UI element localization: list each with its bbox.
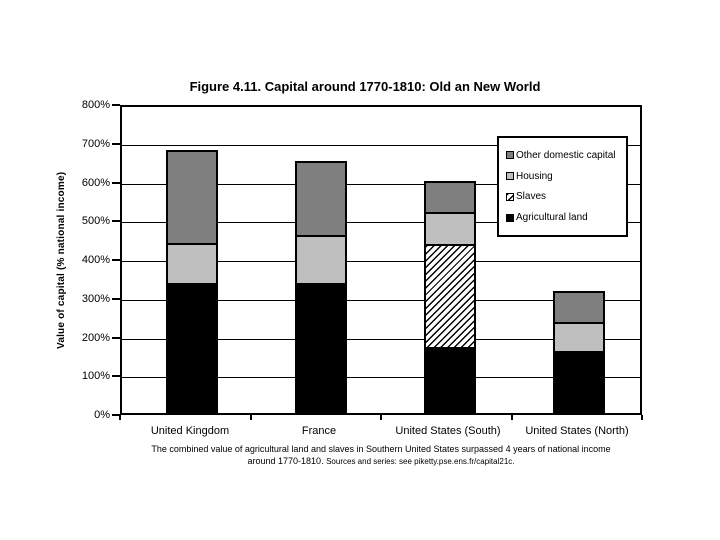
x-tick-mark xyxy=(380,415,382,420)
bar-segment xyxy=(424,347,476,413)
legend-marker xyxy=(506,213,514,222)
y-tick-mark xyxy=(112,181,120,184)
y-tick-mark xyxy=(112,375,120,378)
x-category-label: United States (North) xyxy=(525,425,629,437)
bar-segment xyxy=(166,283,218,413)
y-tick-mark xyxy=(112,414,120,416)
bar-segment xyxy=(295,283,347,413)
footnote-source: Sources and series: see piketty.pse.ens.… xyxy=(326,456,515,466)
x-category-label: France xyxy=(301,425,337,437)
bar-segment xyxy=(424,180,476,214)
legend-label: Other domestic capital xyxy=(516,149,616,161)
bar-segment xyxy=(295,234,347,286)
y-tick-label: 100% xyxy=(81,370,110,383)
legend-item: Slaves xyxy=(506,191,626,202)
legend-label: Slaves xyxy=(516,191,547,203)
bar-segment xyxy=(166,242,218,286)
bar-segment xyxy=(553,290,605,324)
x-category-label: United Kingdom xyxy=(150,425,230,437)
y-tick-label: 600% xyxy=(81,176,110,189)
legend-item: Housing xyxy=(506,171,626,182)
y-tick-mark xyxy=(112,142,120,145)
legend-marker xyxy=(506,172,514,181)
y-tick-label: 400% xyxy=(81,254,110,266)
y-tick-label: 500% xyxy=(81,215,110,228)
gridline xyxy=(122,299,640,301)
y-tick-label: 200% xyxy=(81,331,110,344)
x-category-label: United States (South) xyxy=(395,425,501,437)
x-tick-mark xyxy=(641,415,643,420)
y-tick-mark xyxy=(112,220,120,223)
bar-segment xyxy=(553,351,605,413)
y-tick-label: 700% xyxy=(81,137,110,150)
legend-label: Agricultural land xyxy=(516,212,588,224)
gridline xyxy=(122,144,640,146)
gridline xyxy=(122,183,640,185)
y-tick-label: 0% xyxy=(94,409,110,421)
footnote-line2: around 1770-1810. Sources and series: se… xyxy=(247,455,515,466)
y-tick-label: 300% xyxy=(81,292,110,305)
bar-segment xyxy=(166,149,218,245)
legend-item: Agricultural land xyxy=(506,212,626,223)
bar-segment xyxy=(295,161,347,237)
bar-segment xyxy=(424,244,476,350)
x-tick-mark xyxy=(510,415,513,420)
x-tick-mark xyxy=(119,415,121,420)
footnote: The combined value of agricultural land … xyxy=(100,444,662,467)
gridline xyxy=(122,377,640,379)
y-tick-mark xyxy=(112,259,120,261)
y-tick-label: 800% xyxy=(81,99,110,111)
legend-item: Other domestic capital xyxy=(506,150,626,161)
footnote-line1: The combined value of agricultural land … xyxy=(151,444,611,454)
legend: Other domestic capital Housing Slaves Agric… xyxy=(497,136,628,237)
gridline xyxy=(122,222,640,224)
legend-marker xyxy=(506,192,514,201)
y-tick-mark xyxy=(112,104,120,106)
gridline xyxy=(122,261,640,262)
legend-marker xyxy=(506,151,514,160)
y-tick-mark xyxy=(112,297,120,300)
x-tick-mark xyxy=(249,415,252,420)
y-tick-mark xyxy=(112,336,120,339)
gridline xyxy=(122,338,640,340)
legend-label: Housing xyxy=(516,170,553,182)
bar-segment xyxy=(553,321,605,353)
bar-segment xyxy=(424,211,476,247)
chart-title: Figure 4.11. Capital around 1770-1810: O… xyxy=(189,79,541,94)
